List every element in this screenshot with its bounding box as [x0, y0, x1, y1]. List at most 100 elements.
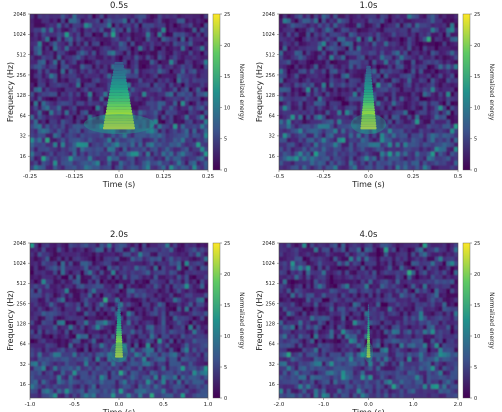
- x-tick-label: 1.0: [409, 402, 418, 408]
- chirp-segment: [364, 86, 373, 90]
- chirp-segment: [116, 328, 122, 331]
- x-tick-label: 0.0: [115, 174, 124, 180]
- chirp-segment: [117, 306, 121, 309]
- colorbar-tick-label: 5: [474, 137, 477, 143]
- chirp-segment: [367, 324, 370, 327]
- chirp-segment: [367, 328, 370, 331]
- y-tick-label: 16: [20, 382, 26, 388]
- chirp-segment: [117, 311, 121, 314]
- colorbar-label: Normalized energy: [488, 64, 495, 121]
- x-tick-label: 0.125: [156, 174, 172, 180]
- y-tick-label: 2048: [13, 241, 26, 247]
- y-tick-label: 16: [269, 382, 275, 388]
- chirp-segment: [366, 337, 371, 340]
- chirp-segment: [107, 98, 131, 102]
- chirp-segment: [365, 76, 372, 80]
- heatmap-cells: [279, 14, 458, 170]
- chirp-segment: [117, 303, 121, 307]
- chirp-segment: [116, 325, 122, 329]
- chirp-segment: [367, 319, 370, 323]
- chirp-segment: [115, 355, 124, 358]
- y-tick-label: 1024: [262, 261, 275, 267]
- x-tick-label: -0.25: [317, 174, 332, 180]
- chirp-segment: [116, 335, 123, 339]
- chirp-segment: [367, 322, 370, 325]
- chirp-segment: [367, 304, 370, 307]
- colorbar-tick-label: 5: [224, 365, 227, 371]
- colorbar-tick-label: 10: [474, 334, 480, 340]
- chirp-segment: [115, 350, 123, 353]
- chirp-segment: [367, 330, 370, 334]
- chirp-segment: [110, 81, 128, 85]
- y-tick-label: 1024: [13, 261, 26, 267]
- y-axis-label: Frequency (Hz): [255, 62, 264, 122]
- panel-title: 1.0s: [360, 1, 379, 11]
- y-tick-label: 32: [269, 134, 275, 140]
- chirp-segment: [103, 123, 135, 127]
- chirp-segment: [365, 73, 372, 77]
- chirp-segment: [108, 92, 130, 96]
- chirp-segment: [109, 87, 129, 90]
- chirp-segment: [115, 352, 123, 356]
- chirp-segment: [112, 73, 126, 76]
- colorbar-tick-label: 5: [474, 365, 477, 371]
- colorbar-tick-label: 10: [224, 334, 230, 340]
- chirp-segment: [364, 79, 373, 82]
- chirp-segment: [117, 316, 121, 319]
- y-tick-label: 32: [20, 134, 26, 140]
- chirp-segment: [117, 298, 121, 302]
- chirp-segment: [365, 71, 372, 74]
- panel-title: 2.0s: [110, 230, 129, 240]
- chirp-segment: [367, 317, 370, 320]
- chirp-segment: [115, 338, 123, 341]
- chirp-segment: [113, 67, 125, 71]
- colorbar: [462, 242, 471, 399]
- colorbar-tick-label: 0: [474, 168, 477, 174]
- colorbar-label: Normalized energy: [238, 292, 245, 349]
- y-tick-label: 512: [265, 281, 275, 287]
- colorbar-tick-label: 0: [224, 396, 227, 402]
- x-tick-label: 0.5: [454, 174, 463, 180]
- chirp-segment: [366, 353, 371, 356]
- heatmap: [279, 14, 458, 170]
- x-axis-label: Time (s): [102, 180, 136, 189]
- y-tick-label: 256: [265, 73, 275, 79]
- y-tick-label: 128: [265, 322, 275, 328]
- colorbar-tick-label: 10: [224, 105, 230, 111]
- colorbar-tick-label: 0: [224, 168, 227, 174]
- chirp-segment: [365, 68, 372, 72]
- colorbar-tick-label: 15: [224, 74, 230, 80]
- colorbar-tick-label: 25: [224, 12, 230, 18]
- y-tick-label: 256: [16, 301, 26, 307]
- chirp-segment: [117, 308, 121, 312]
- chirp-halo: [110, 342, 128, 363]
- colorbar-tick-label: 20: [474, 43, 480, 49]
- chirp-segment: [363, 89, 374, 93]
- chirp-segment: [104, 118, 134, 121]
- x-tick-label: -0.5: [274, 174, 285, 180]
- x-tick-label: -1.0: [318, 402, 329, 408]
- chirp-segment: [360, 126, 377, 130]
- heatmap: [30, 14, 208, 170]
- spectrogram-panel: 4.0s 16 32 64 128 256 512 1024 2048 -2.0 -1.0 0.0 1.…: [255, 230, 495, 412]
- chirp-segment: [112, 70, 126, 74]
- chirp-segment: [364, 81, 373, 85]
- y-tick-label: 16: [269, 154, 275, 160]
- chirp-segment: [103, 120, 135, 124]
- chirp-segment: [115, 342, 123, 346]
- chirp-segment: [361, 110, 376, 114]
- chirp-segment: [366, 339, 371, 343]
- colorbar-tick-label: 20: [224, 272, 230, 278]
- chirp-segment: [361, 113, 376, 117]
- chirp-segment: [362, 102, 375, 106]
- y-tick-label: 128: [16, 93, 26, 99]
- heatmap: [279, 243, 458, 398]
- y-tick-label: 32: [269, 362, 275, 368]
- colorbar-tick-label: 0: [474, 396, 477, 402]
- x-axis-label: Time (s): [351, 180, 385, 189]
- chirp-halo: [364, 342, 373, 363]
- chirp-segment: [107, 101, 131, 105]
- x-tick-label: 1.0: [204, 402, 213, 408]
- y-tick-label: 128: [16, 322, 26, 328]
- chirp-track: [110, 298, 128, 363]
